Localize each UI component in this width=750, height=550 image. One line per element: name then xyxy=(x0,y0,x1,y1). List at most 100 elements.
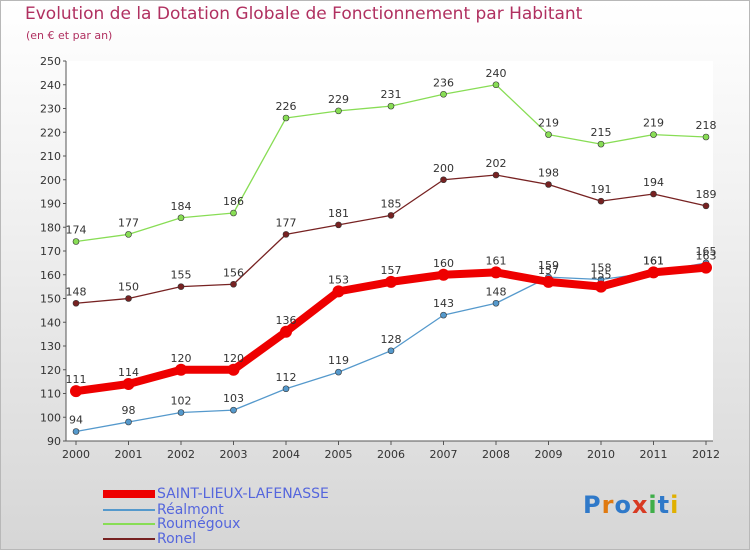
data-label: 165 xyxy=(696,245,717,258)
x-tick-label: 2011 xyxy=(640,448,668,461)
data-point xyxy=(282,114,290,122)
data-label: 163 xyxy=(696,250,717,263)
data-label: 194 xyxy=(643,176,664,189)
data-point xyxy=(122,378,135,390)
logo-letter: P xyxy=(583,491,602,519)
y-tick-label: 110 xyxy=(40,388,61,401)
legend-item: Roumégoux xyxy=(103,516,240,532)
x-tick-label: 2007 xyxy=(430,448,458,461)
y-tick-label: 170 xyxy=(40,245,61,258)
legend-label: Ronel xyxy=(157,530,197,547)
data-point xyxy=(72,299,80,307)
logo-letter: o xyxy=(614,491,632,519)
data-point xyxy=(492,171,500,179)
data-point xyxy=(335,107,342,115)
legend-label: Réalmont xyxy=(157,501,224,518)
plot-area xyxy=(66,61,713,441)
data-point xyxy=(440,311,447,319)
data-label: 229 xyxy=(328,93,349,106)
data-point xyxy=(177,214,185,222)
data-point xyxy=(700,261,712,274)
x-tick-label: 2004 xyxy=(272,448,300,461)
data-label: 185 xyxy=(381,197,402,210)
data-label: 155 xyxy=(591,269,612,282)
data-label: 143 xyxy=(433,297,454,310)
y-tick-label: 240 xyxy=(40,79,61,92)
data-label: 102 xyxy=(171,395,192,408)
data-point xyxy=(175,363,187,376)
data-point xyxy=(282,385,290,393)
logo-letter: i xyxy=(670,491,680,519)
data-point xyxy=(437,268,450,281)
data-label: 189 xyxy=(696,188,717,201)
y-tick-label: 120 xyxy=(40,364,61,377)
data-point xyxy=(70,385,82,398)
y-tick-label: 210 xyxy=(40,150,61,163)
proxiti-logo: Proxiti xyxy=(583,491,679,519)
data-point xyxy=(492,299,500,307)
data-label: 157 xyxy=(381,264,402,277)
x-tick-label: 2009 xyxy=(535,448,563,461)
y-tick-label: 220 xyxy=(40,126,61,139)
data-label: 159 xyxy=(538,259,559,272)
data-label: 94 xyxy=(69,414,83,427)
data-point xyxy=(597,140,605,148)
data-label: 191 xyxy=(591,183,612,196)
data-label: 112 xyxy=(276,371,297,384)
data-label: 218 xyxy=(696,119,717,132)
data-point xyxy=(440,176,447,184)
data-point xyxy=(72,428,80,435)
data-label: 200 xyxy=(433,162,454,175)
data-label: 114 xyxy=(118,366,139,379)
data-point xyxy=(545,131,552,138)
data-point xyxy=(545,181,552,188)
y-tick-label: 140 xyxy=(40,316,61,329)
data-label: 184 xyxy=(171,200,192,213)
logo-letter: r xyxy=(601,491,615,519)
data-label: 148 xyxy=(66,285,87,298)
x-tick-label: 2002 xyxy=(167,448,195,461)
x-tick-label: 2010 xyxy=(587,448,615,461)
data-label: 240 xyxy=(486,67,507,80)
data-point xyxy=(230,209,237,217)
data-point xyxy=(280,325,292,338)
data-point xyxy=(125,418,132,426)
chart-subtitle: (en € et par an) xyxy=(26,29,113,42)
data-label: 160 xyxy=(433,257,454,270)
x-tick-label: 2006 xyxy=(377,448,405,461)
data-point xyxy=(387,102,395,110)
data-label: 120 xyxy=(223,352,244,365)
y-tick-label: 130 xyxy=(40,340,61,353)
data-label: 111 xyxy=(66,373,87,386)
logo-letter: t xyxy=(657,491,671,519)
data-label: 177 xyxy=(276,216,297,229)
data-point xyxy=(125,295,132,302)
y-tick-label: 180 xyxy=(40,221,61,234)
data-label: 177 xyxy=(118,216,139,229)
legend-swatch xyxy=(103,489,155,498)
legend-swatch xyxy=(103,508,155,511)
data-point xyxy=(332,285,345,298)
y-tick-label: 230 xyxy=(40,103,61,116)
x-tick-label: 2003 xyxy=(220,448,248,461)
data-point xyxy=(72,238,80,245)
data-point xyxy=(542,275,555,288)
data-label: 136 xyxy=(276,314,297,327)
data-point xyxy=(177,409,185,416)
x-tick-label: 2005 xyxy=(325,448,353,461)
legend-swatch xyxy=(103,522,155,525)
data-point xyxy=(230,280,237,288)
legend-item: Réalmont xyxy=(103,501,224,518)
data-point xyxy=(177,283,185,290)
y-tick-label: 150 xyxy=(40,293,61,306)
data-label: 103 xyxy=(223,392,244,405)
y-tick-label: 250 xyxy=(40,55,61,68)
data-label: 236 xyxy=(433,76,454,89)
data-point xyxy=(335,368,342,376)
legend-item: Ronel xyxy=(103,530,197,547)
data-label: 148 xyxy=(486,285,507,298)
data-label: 186 xyxy=(223,195,244,208)
data-label: 120 xyxy=(171,352,192,365)
data-label: 158 xyxy=(591,262,612,275)
